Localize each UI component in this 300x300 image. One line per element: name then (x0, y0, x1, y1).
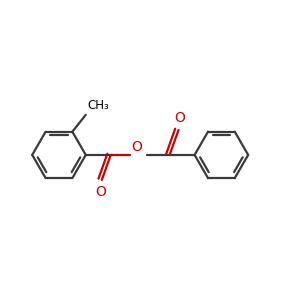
Text: O: O (174, 111, 185, 125)
Text: O: O (95, 185, 106, 199)
Text: O: O (131, 140, 142, 154)
Text: CH₃: CH₃ (88, 99, 109, 112)
